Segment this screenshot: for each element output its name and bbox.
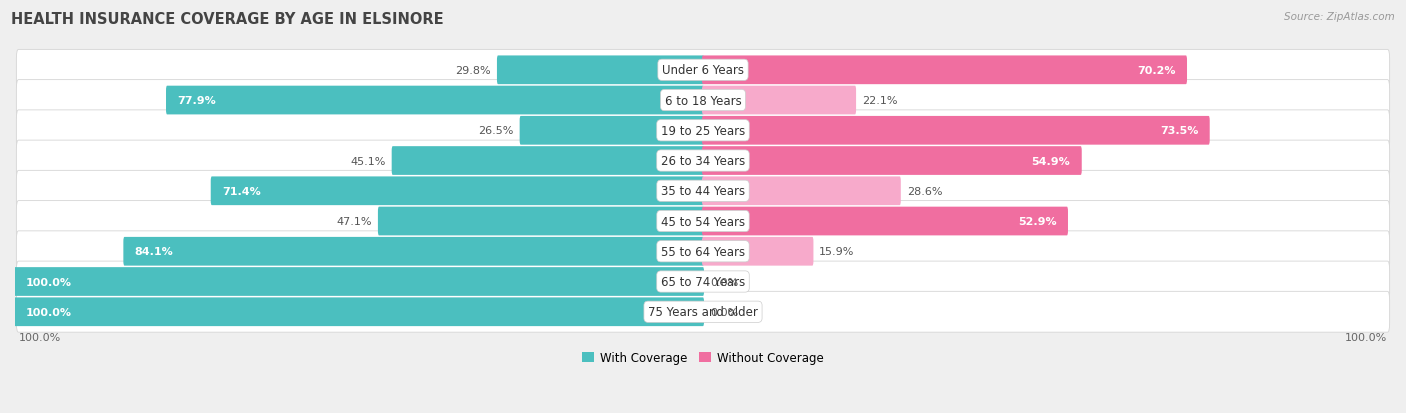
FancyBboxPatch shape	[166, 86, 704, 115]
FancyBboxPatch shape	[17, 201, 1389, 242]
FancyBboxPatch shape	[702, 56, 1187, 85]
FancyBboxPatch shape	[496, 56, 704, 85]
FancyBboxPatch shape	[520, 116, 704, 145]
Text: 0.0%: 0.0%	[710, 277, 738, 287]
FancyBboxPatch shape	[17, 261, 1389, 302]
Text: 55 to 64 Years: 55 to 64 Years	[661, 245, 745, 258]
Text: 77.9%: 77.9%	[177, 96, 217, 106]
FancyBboxPatch shape	[14, 298, 704, 326]
FancyBboxPatch shape	[17, 292, 1389, 332]
FancyBboxPatch shape	[702, 116, 1209, 145]
FancyBboxPatch shape	[124, 237, 704, 266]
FancyBboxPatch shape	[702, 237, 814, 266]
FancyBboxPatch shape	[17, 231, 1389, 272]
FancyBboxPatch shape	[702, 86, 856, 115]
Text: 0.0%: 0.0%	[710, 307, 738, 317]
Text: 65 to 74 Years: 65 to 74 Years	[661, 275, 745, 288]
Text: 100.0%: 100.0%	[25, 307, 72, 317]
Text: 22.1%: 22.1%	[862, 96, 897, 106]
FancyBboxPatch shape	[378, 207, 704, 236]
FancyBboxPatch shape	[17, 111, 1389, 151]
Text: 15.9%: 15.9%	[820, 247, 855, 256]
Text: 100.0%: 100.0%	[25, 277, 72, 287]
Text: 52.9%: 52.9%	[1018, 216, 1057, 226]
Text: 35 to 44 Years: 35 to 44 Years	[661, 185, 745, 198]
FancyBboxPatch shape	[211, 177, 704, 206]
Text: 54.9%: 54.9%	[1032, 156, 1070, 166]
Text: Source: ZipAtlas.com: Source: ZipAtlas.com	[1284, 12, 1395, 22]
Text: HEALTH INSURANCE COVERAGE BY AGE IN ELSINORE: HEALTH INSURANCE COVERAGE BY AGE IN ELSI…	[11, 12, 444, 27]
Text: 84.1%: 84.1%	[135, 247, 173, 256]
Text: 29.8%: 29.8%	[456, 66, 491, 76]
FancyBboxPatch shape	[702, 177, 901, 206]
FancyBboxPatch shape	[14, 268, 704, 296]
Text: 70.2%: 70.2%	[1137, 66, 1175, 76]
Text: 45 to 54 Years: 45 to 54 Years	[661, 215, 745, 228]
Text: 45.1%: 45.1%	[350, 156, 385, 166]
Text: 6 to 18 Years: 6 to 18 Years	[665, 94, 741, 107]
Text: Under 6 Years: Under 6 Years	[662, 64, 744, 77]
FancyBboxPatch shape	[17, 171, 1389, 212]
FancyBboxPatch shape	[17, 50, 1389, 91]
Text: 73.5%: 73.5%	[1160, 126, 1198, 136]
Text: 71.4%: 71.4%	[222, 186, 262, 196]
Text: 19 to 25 Years: 19 to 25 Years	[661, 124, 745, 138]
FancyBboxPatch shape	[702, 147, 1081, 176]
FancyBboxPatch shape	[702, 207, 1069, 236]
Text: 75 Years and older: 75 Years and older	[648, 306, 758, 318]
Legend: With Coverage, Without Coverage: With Coverage, Without Coverage	[578, 347, 828, 369]
Text: 100.0%: 100.0%	[1346, 332, 1388, 342]
Text: 26 to 34 Years: 26 to 34 Years	[661, 154, 745, 168]
FancyBboxPatch shape	[17, 81, 1389, 121]
Text: 28.6%: 28.6%	[907, 186, 942, 196]
FancyBboxPatch shape	[17, 141, 1389, 181]
Text: 47.1%: 47.1%	[336, 216, 373, 226]
FancyBboxPatch shape	[392, 147, 704, 176]
Text: 100.0%: 100.0%	[18, 332, 60, 342]
Text: 26.5%: 26.5%	[478, 126, 513, 136]
